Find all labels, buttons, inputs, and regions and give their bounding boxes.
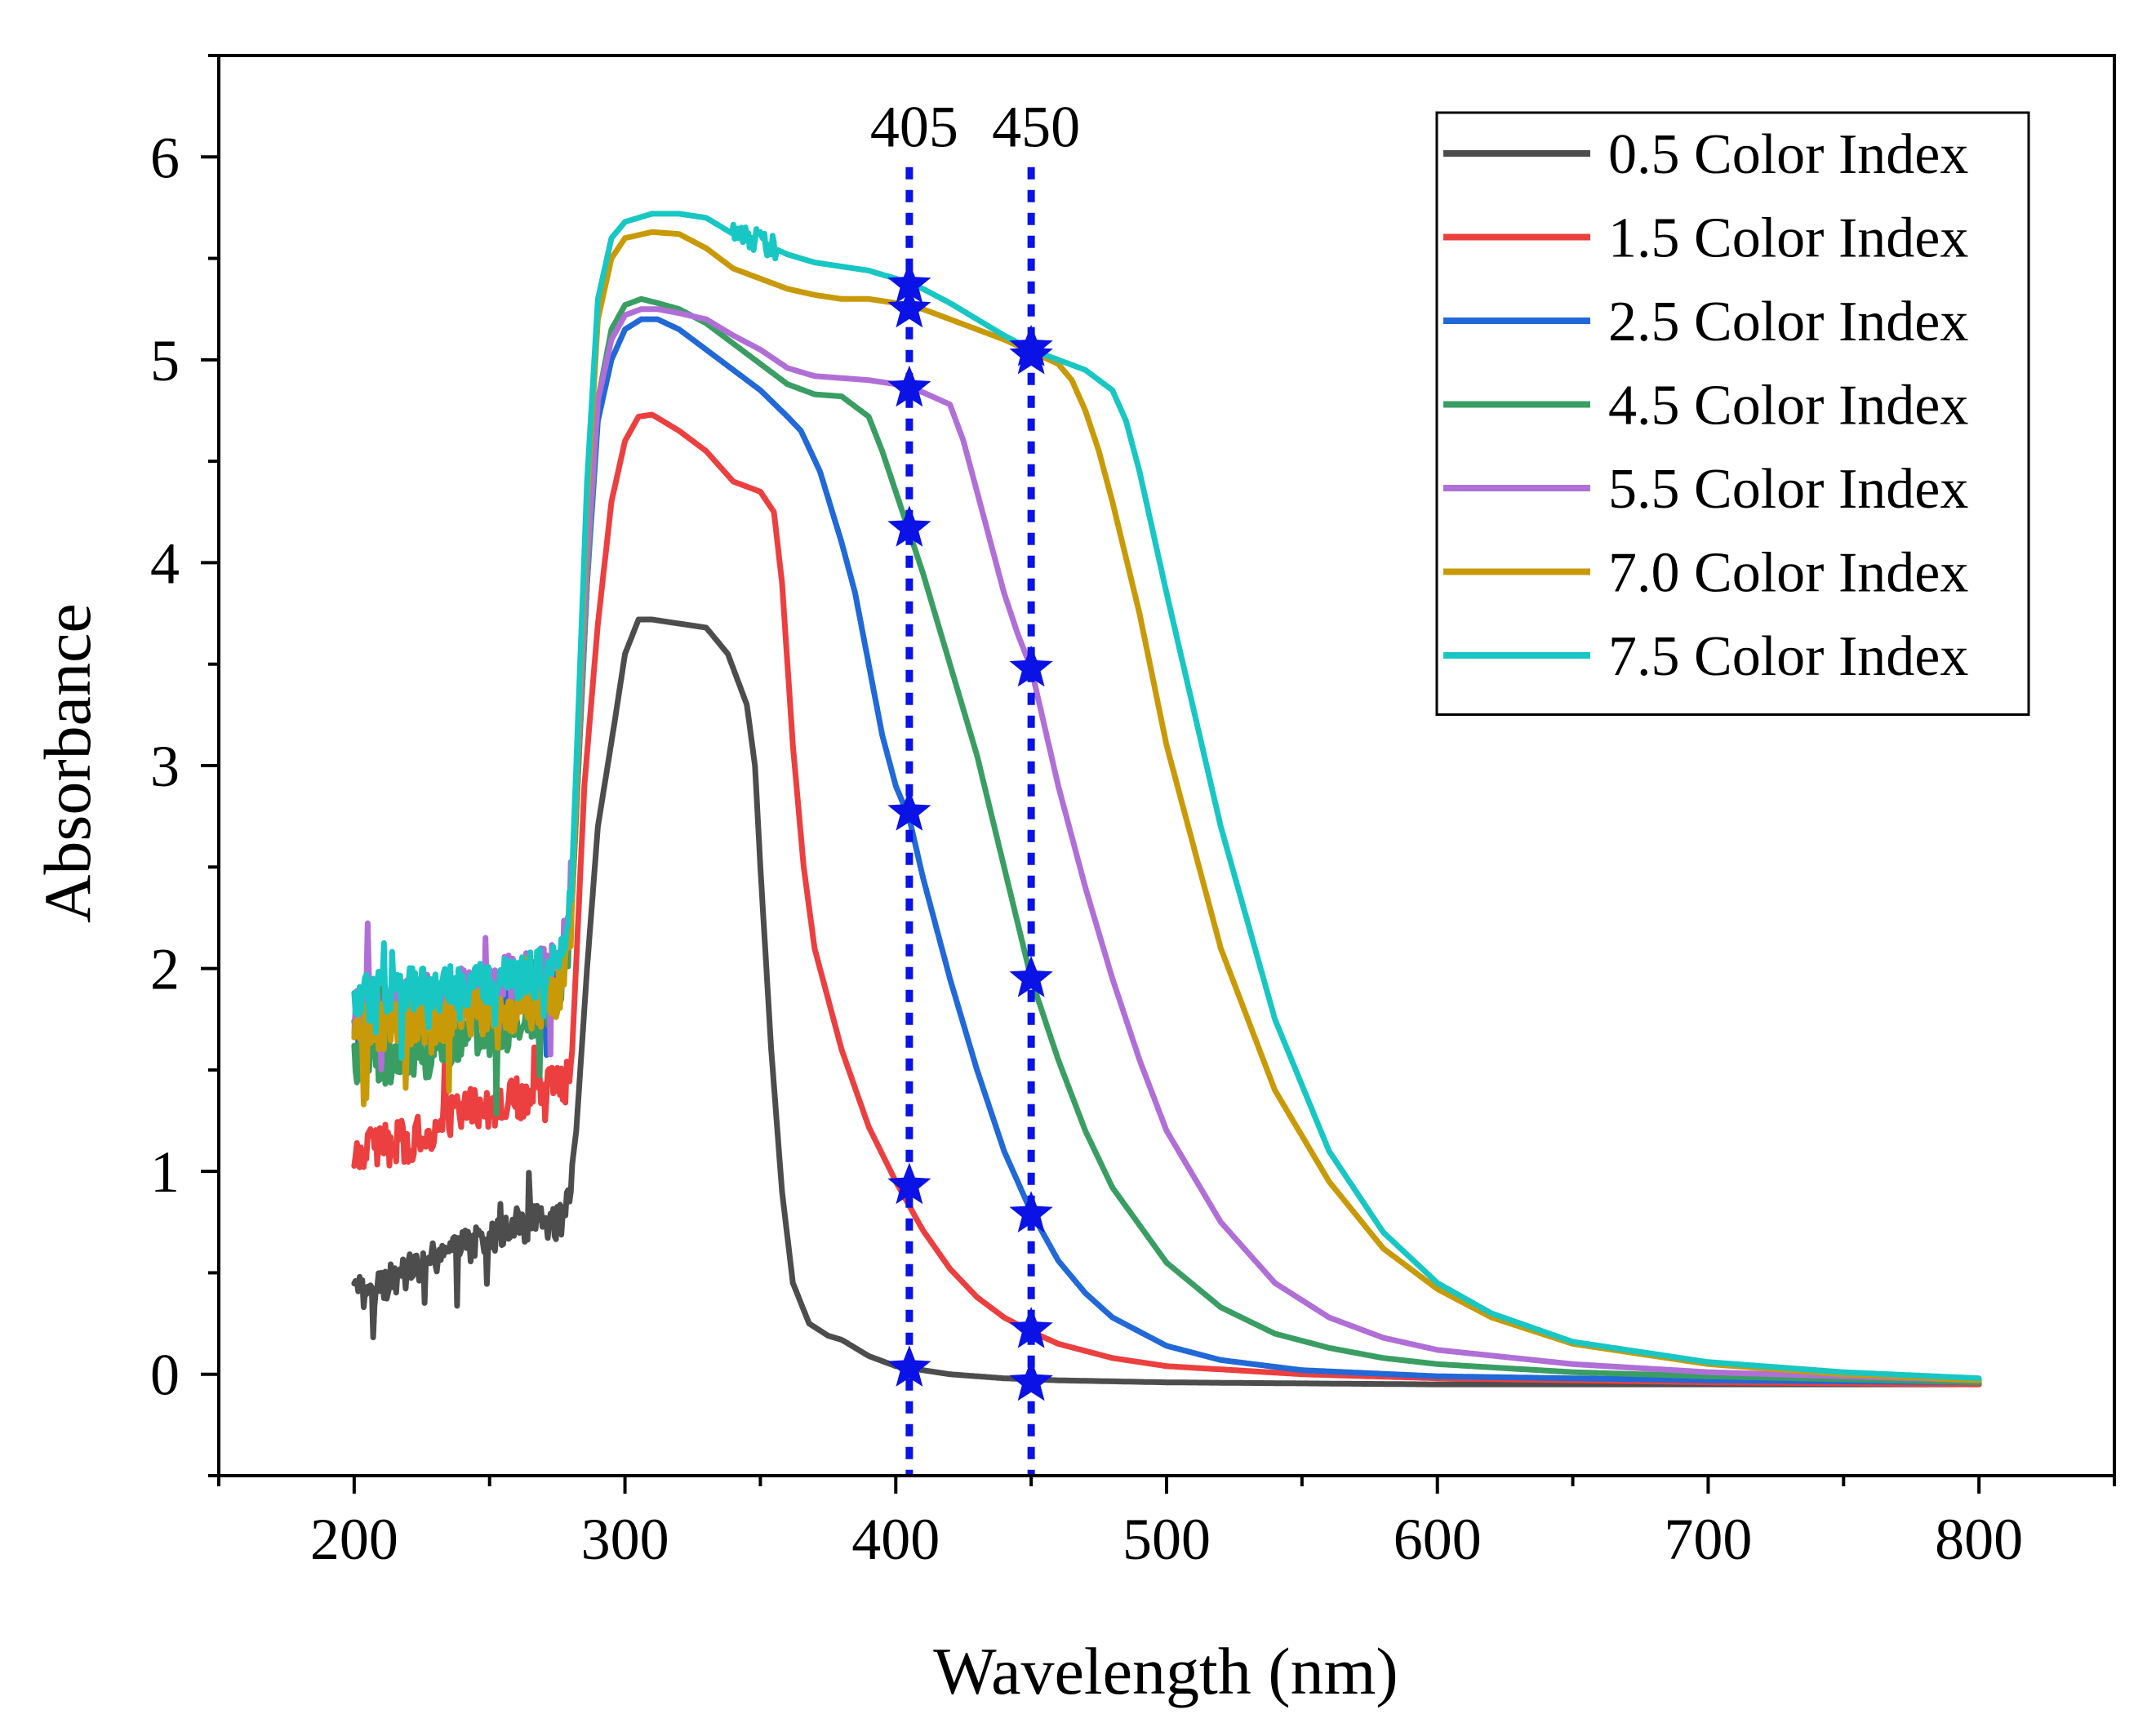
legend-label-3: 2.5 Color Index	[1608, 291, 1968, 353]
marker-star-405-7	[887, 261, 931, 304]
marker-star-450-4	[1009, 956, 1053, 997]
marker-star-450-2	[1009, 1307, 1053, 1348]
marker-star-405-2	[887, 1162, 931, 1205]
x-tick-label-300: 300	[581, 1507, 669, 1572]
legend-label-6: 7.0 Color Index	[1608, 542, 1968, 605]
marker-star-450-1	[1009, 1359, 1053, 1401]
marker-star-405-1	[887, 1345, 931, 1387]
x-tick-label-400: 400	[851, 1507, 940, 1572]
legend-label-4: 4.5 Color Index	[1608, 375, 1968, 437]
marker-star-405-5	[887, 365, 931, 407]
marker-layer: 405 450	[870, 95, 1080, 1476]
x-tick-label-200: 200	[310, 1507, 398, 1572]
y-tick-label-2: 2	[150, 937, 180, 1002]
axes-layer: 200 300 400 500 600 700 800 0 1 2 3 4 5 6	[150, 54, 2116, 1572]
y-axis-title: Absorbance	[30, 603, 104, 923]
y-tick-label-5: 5	[150, 328, 180, 393]
y-tick-label-3: 3	[150, 734, 180, 799]
series-line-3	[351, 316, 1982, 1386]
series-line-5	[351, 306, 1982, 1383]
marker-star-405-3	[887, 789, 931, 831]
legend-label-5: 5.5 Color Index	[1608, 458, 1968, 521]
legend: 0.5 Color Index 1.5 Color Index 2.5 Color …	[1435, 111, 2030, 716]
series-line-4	[351, 295, 1982, 1386]
series-layer	[351, 211, 1982, 1388]
y-tick-label-0: 0	[150, 1343, 180, 1408]
marker-star-405-4	[887, 505, 931, 547]
x-axis-title: Wavelength (nm)	[933, 1634, 1398, 1708]
legend-label-2: 1.5 Color Index	[1608, 207, 1968, 270]
x-tick-label-800: 800	[1935, 1507, 2023, 1572]
marker-label-450: 450	[992, 95, 1080, 160]
x-tick-label-500: 500	[1122, 1507, 1211, 1572]
legend-label-7: 7.5 Color Index	[1608, 625, 1968, 688]
legend-box	[1435, 111, 2030, 716]
marker-label-405: 405	[870, 95, 958, 160]
marker-star-450-7	[1009, 324, 1053, 366]
y-tick-label-4: 4	[150, 531, 180, 596]
marker-star-450-5	[1009, 645, 1053, 687]
marker-star-450-3	[1009, 1191, 1053, 1232]
legend-label-1: 0.5 Color Index	[1608, 123, 1968, 186]
marker-star-405-6	[887, 286, 931, 328]
x-tick-label-700: 700	[1664, 1507, 1752, 1572]
y-tick-label-6: 6	[150, 125, 180, 190]
series-line-7	[351, 211, 1982, 1382]
x-tick-label-600: 600	[1394, 1507, 1482, 1572]
y-tick-label-1: 1	[150, 1139, 180, 1205]
